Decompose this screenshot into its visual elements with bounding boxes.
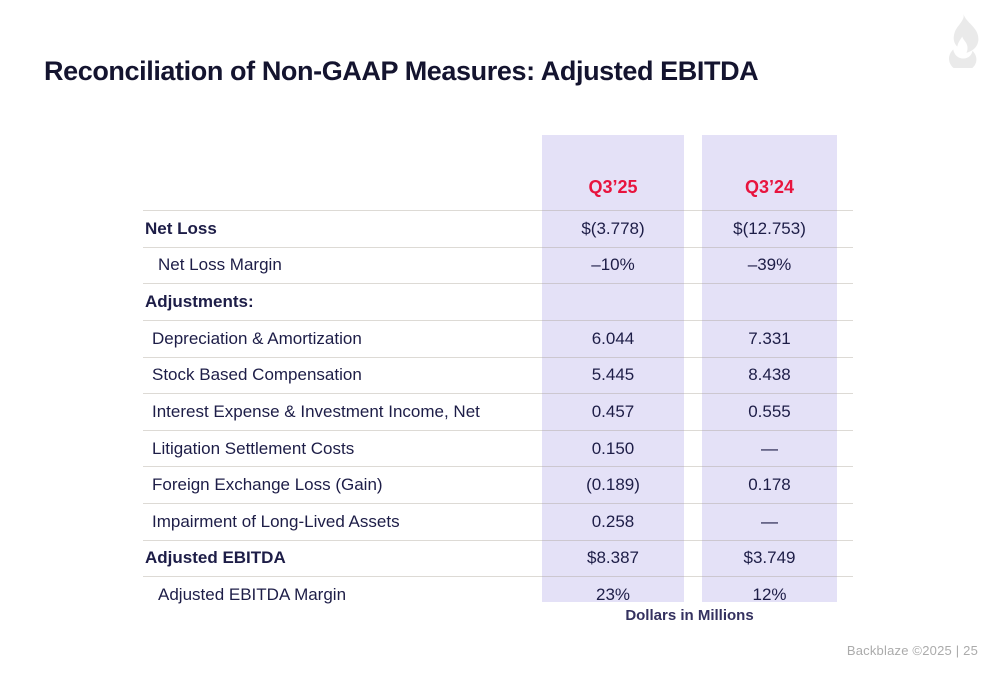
row-label: Adjustments: xyxy=(145,292,254,312)
row-label: Stock Based Compensation xyxy=(152,365,362,385)
slide-footer: Backblaze ©2025 | 25 xyxy=(846,643,978,658)
table-row: Net Loss $(3.778) $(12.753) xyxy=(143,210,853,247)
row-label: Adjusted EBITDA xyxy=(145,548,286,568)
table-row: Stock Based Compensation 5.445 8.438 xyxy=(143,356,853,394)
table-header-row: Q3’25 Q3’24 xyxy=(143,135,853,210)
column-header-q324: Q3’24 xyxy=(744,177,795,197)
table-row: Adjustments: xyxy=(143,283,853,320)
row-value-q324: 7.331 xyxy=(748,328,791,348)
row-value-q325: 0.457 xyxy=(591,401,635,421)
row-value-q324: $3.749 xyxy=(743,548,796,568)
row-value-q324: 0.555 xyxy=(748,401,791,421)
row-label: Net Loss xyxy=(145,218,217,238)
column-header-q325: Q3’25 xyxy=(588,177,638,197)
table-row: Foreign Exchange Loss (Gain) (0.189) 0.1… xyxy=(143,466,853,503)
table-row: Net Loss Margin –10% –39% xyxy=(143,246,853,284)
row-label: Impairment of Long-Lived Assets xyxy=(152,511,400,531)
row-value-q324: — xyxy=(761,438,778,458)
backblaze-flame-logo-icon xyxy=(949,14,979,68)
table-row: Litigation Settlement Costs 0.150 — xyxy=(143,429,853,467)
table-body: Net Loss $(3.778) $(12.753) Net Loss Mar… xyxy=(143,210,853,613)
reconciliation-table: Q3’25 Q3’24 Net Loss $(3.778) $(12.753) … xyxy=(143,135,853,613)
row-label: Interest Expense & Investment Income, Ne… xyxy=(152,401,480,421)
row-value-q325: $(3.778) xyxy=(581,218,645,238)
row-value-q324: $(12.753) xyxy=(733,218,806,238)
row-value-q325: 0.258 xyxy=(591,511,635,531)
row-value-q324: 8.438 xyxy=(748,365,791,385)
table-row: Interest Expense & Investment Income, Ne… xyxy=(143,393,853,430)
row-value-q325: 23% xyxy=(595,585,631,605)
table-row: Impairment of Long-Lived Assets 0.258 — xyxy=(143,503,853,540)
row-value-q324: 12% xyxy=(752,585,787,605)
row-value-q325: 0.150 xyxy=(591,438,635,458)
row-label: Foreign Exchange Loss (Gain) xyxy=(152,475,383,495)
slide-title: Reconciliation of Non-GAAP Measures: Adj… xyxy=(44,56,759,86)
row-value-q325: 5.445 xyxy=(591,365,635,385)
row-value-q325: –10% xyxy=(591,255,635,275)
row-value-q325: $8.387 xyxy=(587,548,639,568)
table-row: Depreciation & Amortization 6.044 7.331 xyxy=(143,319,853,357)
row-label: Net Loss Margin xyxy=(158,255,282,275)
row-value-q325: 6.044 xyxy=(591,328,635,348)
row-label: Adjusted EBITDA Margin xyxy=(158,585,347,605)
table-row: Adjusted EBITDA $8.387 $3.749 xyxy=(143,539,853,577)
row-value-q325: (0.189) xyxy=(586,475,640,495)
row-value-q324: — xyxy=(761,511,778,531)
row-value-q324: 0.178 xyxy=(748,475,791,495)
column-highlight-q324 xyxy=(702,135,837,602)
row-label: Litigation Settlement Costs xyxy=(152,438,355,458)
column-highlight-q325 xyxy=(542,135,684,602)
row-label: Depreciation & Amortization xyxy=(152,328,362,348)
units-footnote: Dollars in Millions xyxy=(625,607,754,624)
row-value-q324: –39% xyxy=(747,255,792,275)
table-row: Adjusted EBITDA Margin 23% 12% xyxy=(143,576,853,613)
